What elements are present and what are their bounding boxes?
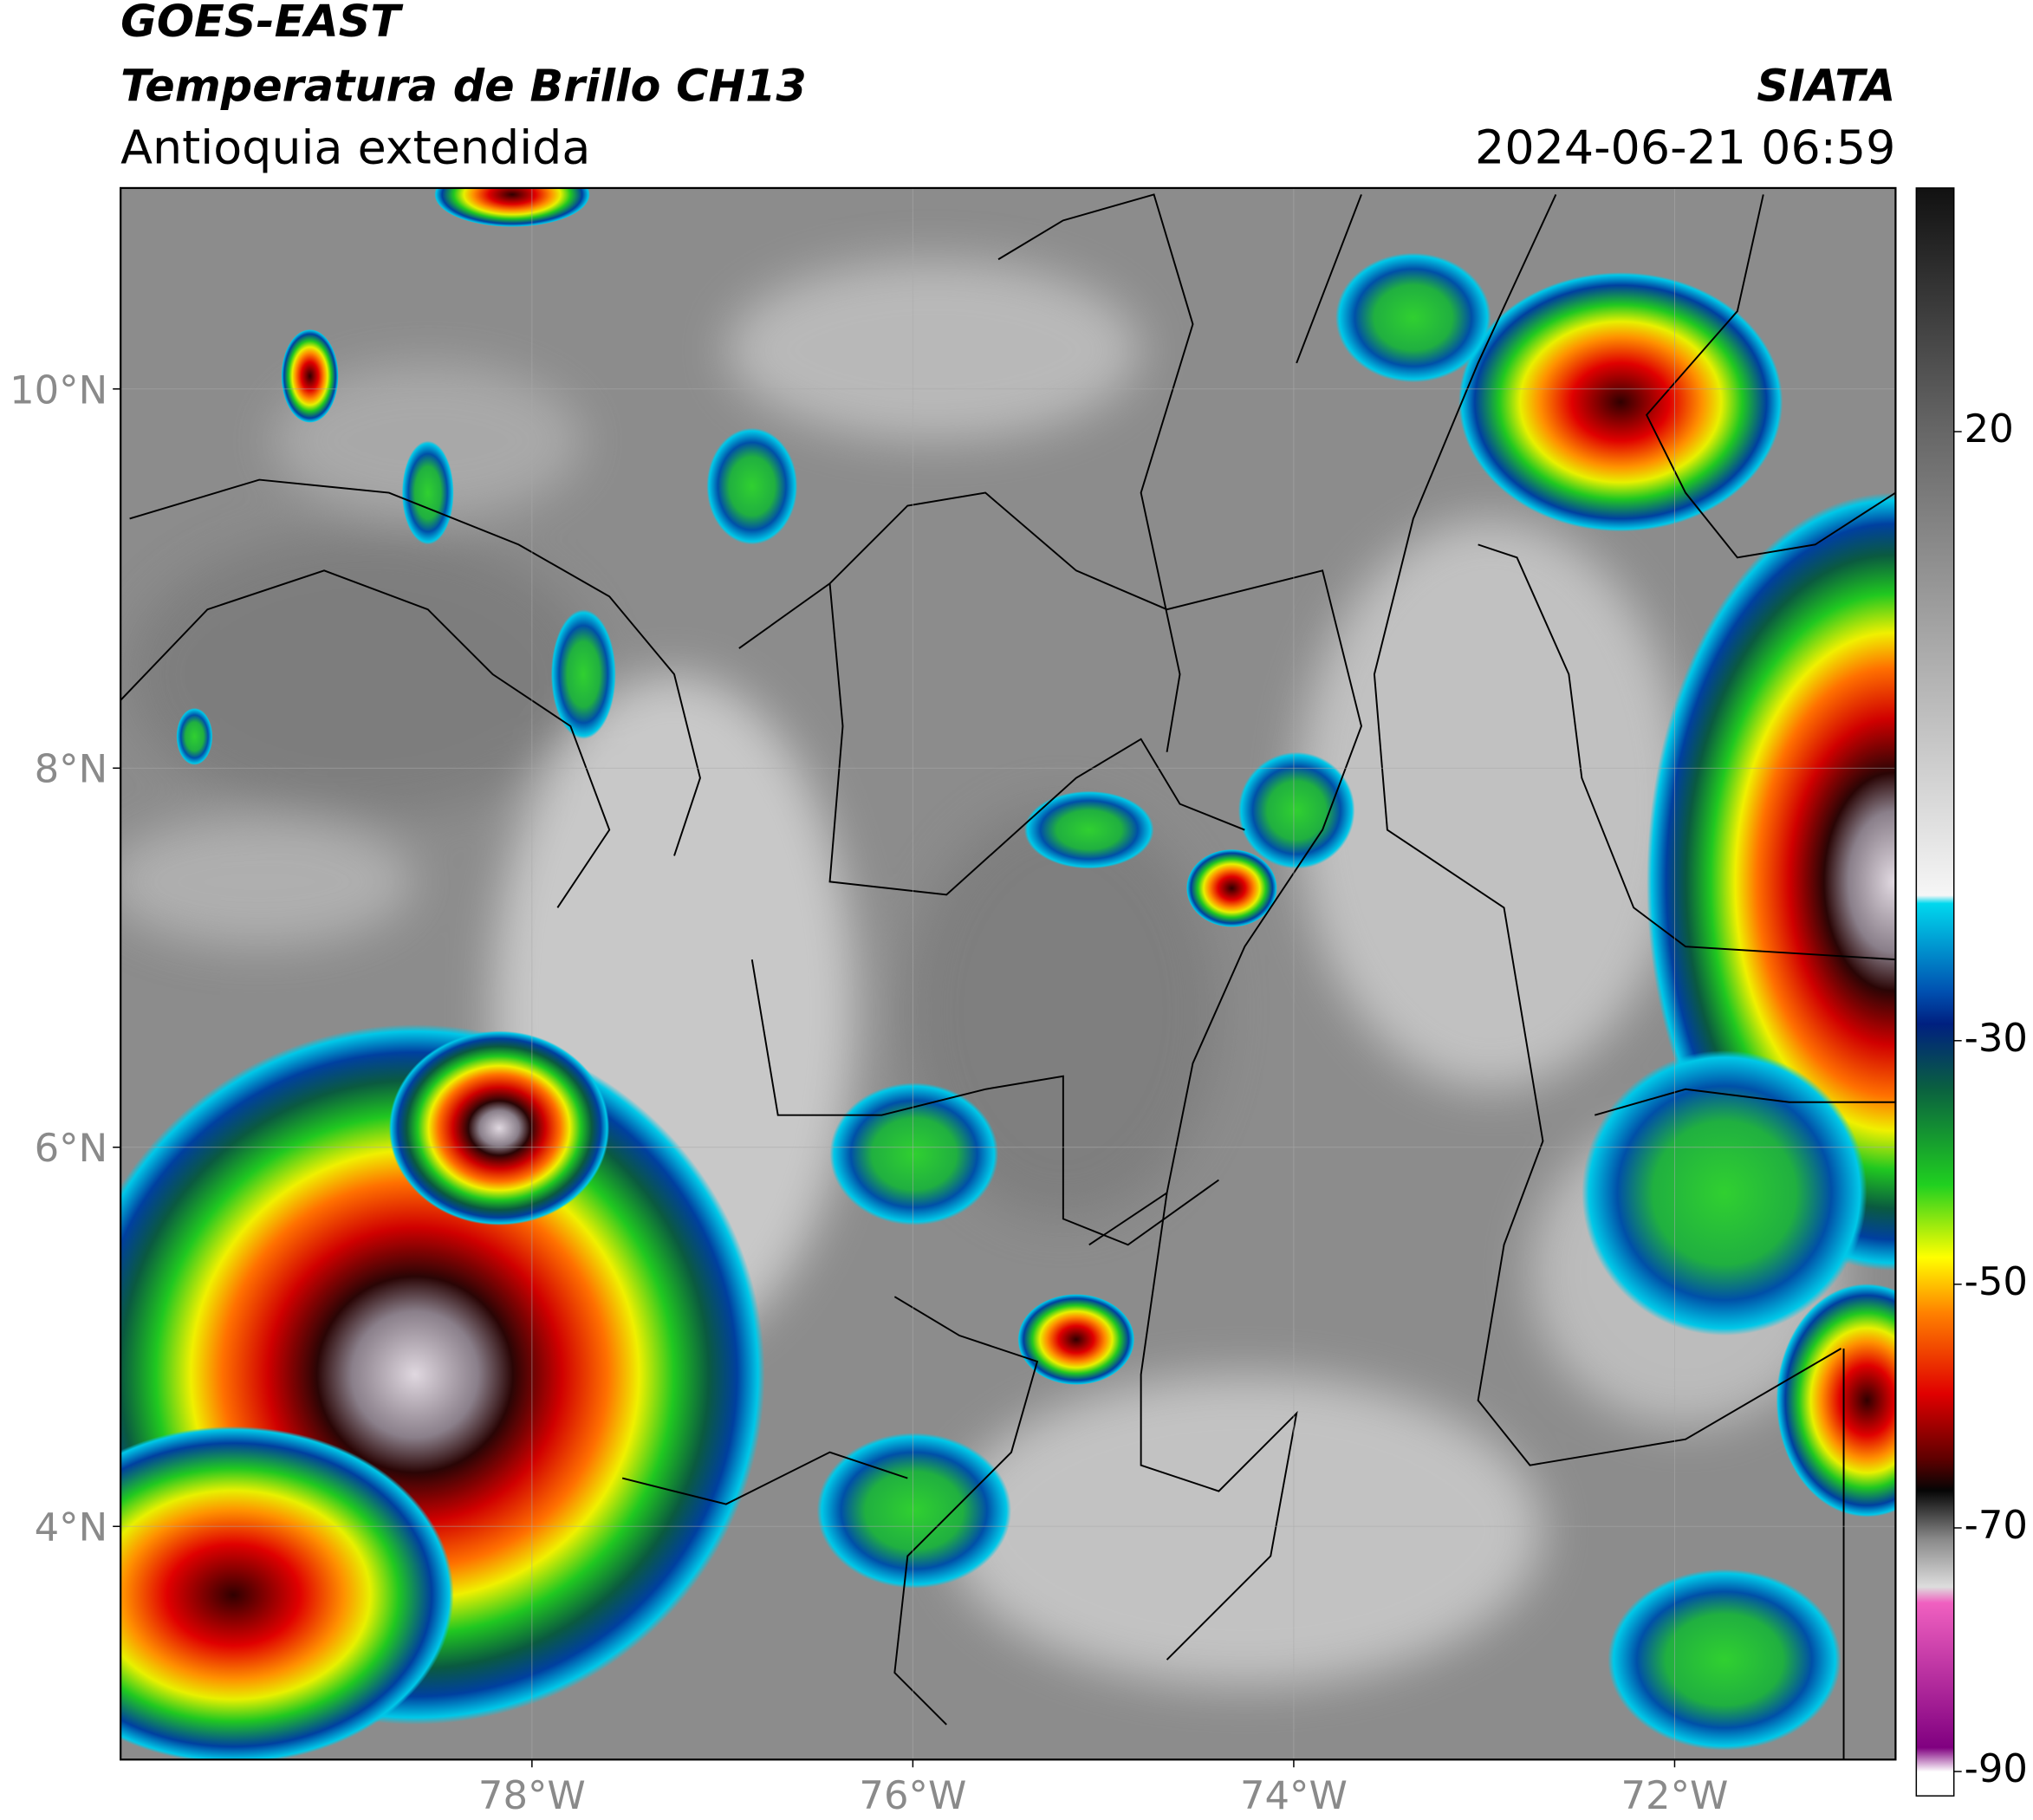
x-tick-label: 72°W: [1621, 1772, 1729, 1818]
colorbar-tick-label: -90: [1965, 1745, 2028, 1791]
colorbar-tick-label: 20: [1965, 406, 2014, 452]
grid: [120, 187, 1896, 1760]
source: SIATA: [1757, 61, 1895, 112]
y-tick-label: 8°N: [35, 746, 108, 792]
y-tick-label: 6°N: [35, 1125, 108, 1171]
colorbar-tick-label: -50: [1965, 1258, 2028, 1304]
x-tick-label: 76°W: [859, 1772, 966, 1818]
datetime: 2024-06-21 06:59: [1475, 120, 1895, 175]
colorbar-tick-label: -30: [1965, 1015, 2028, 1061]
subtitle: Temperatura de Brillo CH13: [120, 61, 807, 112]
satellite-image: [120, 187, 1896, 1760]
colorbar: [1915, 187, 1955, 1797]
colorbar-tick-label: -70: [1965, 1502, 2028, 1548]
region: Antioquia extendida: [120, 120, 590, 175]
x-tick-label: 78°W: [478, 1772, 586, 1818]
x-tick-label: 74°W: [1240, 1772, 1348, 1818]
title: GOES-EAST: [120, 0, 404, 47]
map-frame: [120, 186, 1897, 1761]
y-tick-label: 4°N: [35, 1505, 108, 1550]
y-tick-label: 10°N: [10, 367, 107, 413]
